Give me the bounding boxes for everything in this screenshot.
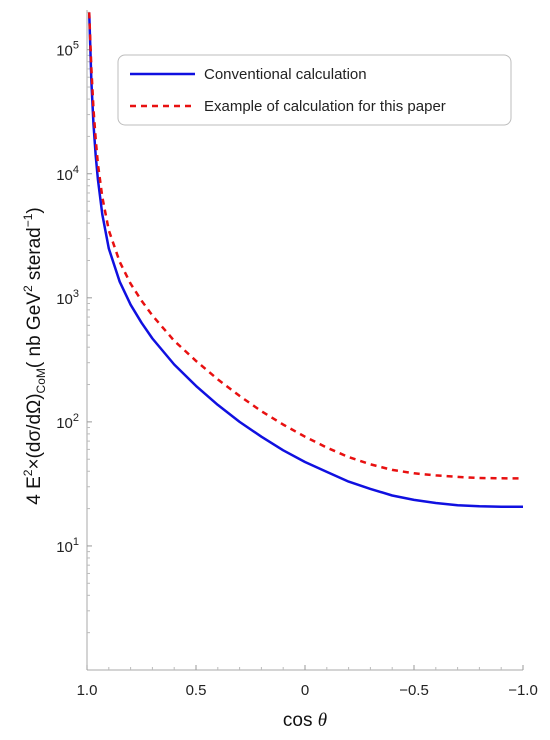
legend: Conventional calculation Example of calc… — [117, 54, 512, 126]
y-tick-label: 105 — [56, 40, 79, 60]
legend-label-conventional: Conventional calculation — [204, 66, 367, 83]
series-layer — [87, 12, 524, 508]
y-tick-label: 103 — [56, 288, 79, 308]
series-line-paper — [87, 12, 524, 480]
y-axis: 101 102 103 104 105 — [56, 11, 92, 634]
y-tick-label: 102 — [56, 412, 79, 432]
x-tick-label: −0.5 — [399, 682, 429, 699]
x-tick-label: 1.0 — [77, 682, 98, 699]
y-tick-label: 104 — [56, 164, 79, 184]
y-tick-label: 101 — [56, 536, 79, 556]
x-tick-label: 0 — [301, 682, 309, 699]
x-axis: 1.0 0.5 0 −0.5 −1.0 — [77, 665, 538, 699]
legend-box — [117, 54, 512, 126]
x-axis-title: cos θ — [283, 710, 327, 731]
legend-label-paper: Example of calculation for this paper — [204, 98, 446, 115]
y-axis-title: 4 E2×(dσ/dΩ)CoM( nb GeV2 sterad−1) — [21, 207, 48, 505]
series-line-conventional — [87, 12, 523, 508]
x-tick-label: −1.0 — [508, 682, 538, 699]
x-tick-label: 0.5 — [186, 682, 207, 699]
